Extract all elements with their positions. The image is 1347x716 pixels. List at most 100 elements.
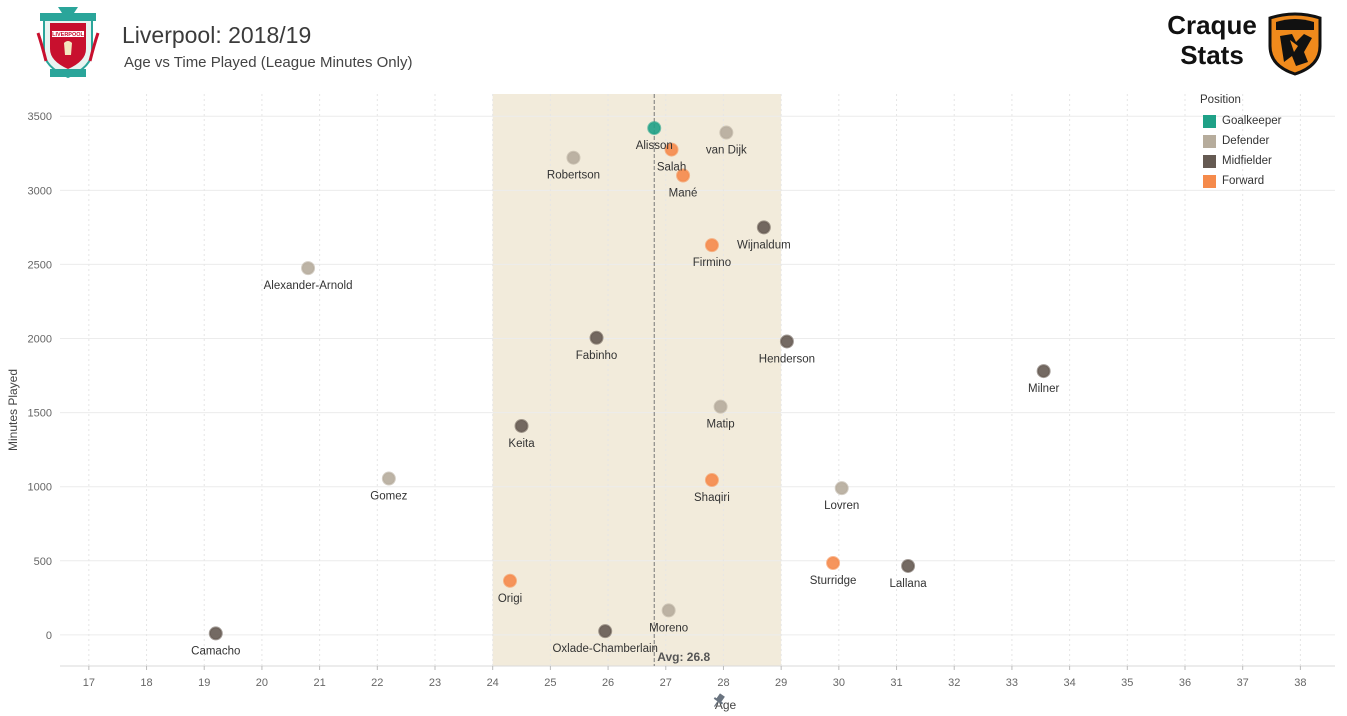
data-point	[826, 556, 841, 571]
data-point	[834, 481, 849, 496]
data-label: Firmino	[693, 257, 731, 269]
legend-swatch	[1203, 134, 1216, 148]
data-point	[901, 558, 916, 573]
legend-label: Goalkeeper	[1222, 115, 1282, 127]
data-label: Sturridge	[810, 575, 857, 587]
data-label: van Dijk	[706, 145, 747, 157]
data-point	[647, 121, 662, 136]
data-point	[676, 168, 691, 183]
x-tick-label: 18	[140, 677, 152, 689]
data-point	[1036, 364, 1051, 379]
x-tick-label: 30	[833, 677, 845, 689]
data-point	[664, 142, 679, 157]
x-tick-label: 36	[1179, 677, 1191, 689]
legend-item: Goalkeeper	[1203, 111, 1281, 131]
data-label: Alexander-Arnold	[264, 280, 353, 292]
y-tick-label: 3500	[28, 111, 52, 123]
data-label: Wijnaldum	[737, 239, 791, 251]
data-point	[598, 624, 613, 639]
x-tick-label: 17	[83, 677, 95, 689]
data-label: Keita	[508, 438, 535, 450]
y-tick-label: 2000	[28, 334, 52, 346]
x-tick-label: 31	[890, 677, 902, 689]
data-point	[381, 471, 396, 486]
x-tick-label: 35	[1121, 677, 1133, 689]
data-point	[713, 399, 728, 414]
legend-title: Position	[1200, 94, 1241, 106]
data-label: Camacho	[191, 645, 240, 657]
data-point	[301, 261, 316, 276]
brand-wordmark: Craque Stats	[1160, 10, 1264, 70]
data-point	[589, 330, 604, 345]
x-tick-label: 20	[256, 677, 268, 689]
data-point	[208, 626, 223, 641]
y-tick-label: 2500	[28, 259, 52, 271]
y-tick-label: 0	[46, 630, 52, 642]
x-tick-label: 28	[717, 677, 729, 689]
liverpool-crest-logo: LIVERPOOL	[36, 7, 100, 79]
legend-label: Forward	[1222, 175, 1265, 187]
data-point	[661, 603, 676, 618]
legend-label: Midfielder	[1222, 155, 1272, 167]
x-tick-label: 23	[429, 677, 441, 689]
legend-swatch	[1203, 174, 1216, 188]
x-tick-label: 33	[1006, 677, 1018, 689]
data-label: Alisson	[636, 140, 673, 152]
pin-icon	[713, 693, 725, 707]
legend-item: Midfielder	[1203, 151, 1281, 171]
chart-subtitle: Age vs Time Played (League Minutes Only)	[124, 54, 413, 71]
data-point	[503, 573, 517, 588]
data-point	[704, 473, 719, 488]
age-band	[492, 94, 782, 666]
y-axis-label: Minutes Played	[6, 369, 20, 451]
legend-item: Defender	[1203, 131, 1281, 151]
crest-text: LIVERPOOL	[52, 32, 84, 38]
y-tick-label: 3000	[28, 185, 52, 197]
data-point	[719, 125, 734, 140]
legend-swatch	[1203, 114, 1216, 128]
data-point	[704, 238, 719, 253]
craque-stats-logo: Craque Stats	[1160, 10, 1325, 78]
y-tick-label: 1500	[28, 408, 52, 420]
data-label: Salah	[657, 162, 686, 174]
brand-line-2: Stats	[1180, 40, 1244, 70]
x-tick-label: 27	[660, 677, 672, 689]
legend-swatch	[1203, 154, 1216, 168]
data-label: Matip	[707, 419, 735, 431]
data-point	[514, 418, 529, 433]
x-tick-label: 34	[1063, 677, 1075, 689]
x-tick-label: 21	[313, 677, 325, 689]
brand-shield-icon	[1268, 12, 1322, 76]
average-label: Avg: 26.8	[657, 650, 710, 664]
data-point	[566, 150, 581, 165]
x-tick-label: 37	[1237, 677, 1249, 689]
x-tick-label: 29	[775, 677, 787, 689]
data-label: Gomez	[370, 491, 407, 503]
data-label: Moreno	[649, 622, 688, 634]
x-tick-label: 25	[544, 677, 556, 689]
data-label: Fabinho	[576, 350, 618, 362]
data-label: Shaqiri	[694, 492, 730, 504]
brand-line-1: Craque	[1167, 10, 1257, 40]
x-tick-label: 38	[1294, 677, 1306, 689]
data-label: Lovren	[824, 500, 859, 512]
data-label: Origi	[498, 593, 522, 605]
x-tick-label: 19	[198, 677, 210, 689]
data-label: Robertson	[547, 170, 600, 182]
legend-label: Defender	[1222, 135, 1270, 147]
data-label: Lallana	[890, 578, 928, 590]
chart-title: Liverpool: 2018/19	[122, 22, 312, 48]
y-tick-label: 1000	[28, 482, 52, 494]
x-tick-label: 32	[948, 677, 960, 689]
data-point	[756, 220, 771, 235]
y-tick-label: 500	[34, 556, 52, 568]
legend-item: Forward	[1203, 171, 1281, 191]
chart-legend: Position Goalkeeper Defender Midfielder For…	[1200, 94, 1281, 191]
data-label: Oxlade-Chamberlain	[552, 643, 657, 655]
data-label: Henderson	[759, 353, 815, 365]
data-label: Milner	[1028, 383, 1059, 395]
data-point	[779, 334, 794, 349]
x-tick-label: 22	[371, 677, 383, 689]
x-tick-label: 26	[602, 677, 614, 689]
